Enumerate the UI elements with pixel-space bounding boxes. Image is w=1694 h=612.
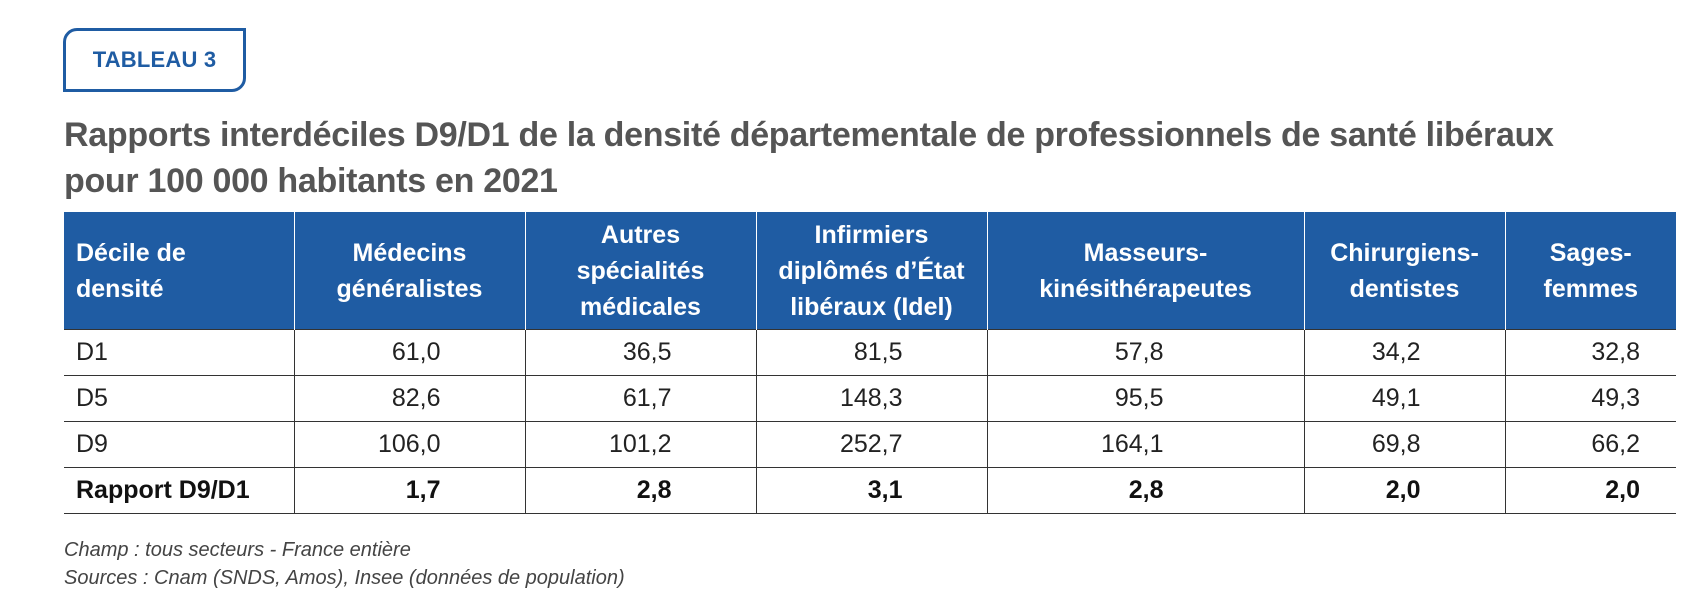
table-cell: 1,7 bbox=[293, 467, 525, 514]
row-label: D9 bbox=[64, 421, 294, 468]
table-cell: 82,6 bbox=[293, 375, 525, 422]
table-cell: 2,0 bbox=[1504, 467, 1676, 514]
note-champ: Champ : tous secteurs - France entière bbox=[64, 539, 411, 561]
table-cell: 148,3 bbox=[755, 375, 987, 422]
table-cell: 36,5 bbox=[524, 329, 756, 376]
table-cell: 252,7 bbox=[755, 421, 987, 468]
table-cell: 57,8 bbox=[986, 329, 1304, 376]
header-medecins-generalistes: Médecins généralistes bbox=[293, 212, 525, 330]
table-row: D1 61,0 36,5 81,5 57,8 34,2 32,8 bbox=[64, 329, 1676, 376]
table-row: D5 82,6 61,7 148,3 95,5 49,1 49,3 bbox=[64, 375, 1676, 422]
table-cell: 49,3 bbox=[1504, 375, 1676, 422]
table-number-badge: TABLEAU 3 bbox=[63, 28, 246, 92]
table-row-total: Rapport D9/D1 1,7 2,8 3,1 2,8 2,0 2,0 bbox=[64, 467, 1676, 514]
table-cell: 61,0 bbox=[293, 329, 525, 376]
row-label: Rapport D9/D1 bbox=[64, 467, 294, 514]
header-masseurs-kinesitherapeutes: Masseurs-kinésithérapeutes bbox=[986, 212, 1304, 330]
table-cell: 2,8 bbox=[524, 467, 756, 514]
table-row: D9 106,0 101,2 252,7 164,1 69,8 66,2 bbox=[64, 421, 1676, 468]
table-cell: 61,7 bbox=[524, 375, 756, 422]
table-cell: 2,8 bbox=[986, 467, 1304, 514]
header-autres-specialites: Autres spécialités médicales bbox=[524, 212, 756, 330]
table-notes: Champ : tous secteurs - France entière S… bbox=[64, 536, 625, 592]
table-title-line-1: Rapports interdéciles D9/D1 de la densit… bbox=[64, 116, 1554, 154]
row-label: D1 bbox=[64, 329, 294, 376]
table-title-line-2: pour 100 000 habitants en 2021 bbox=[64, 162, 558, 200]
header-chirurgiens-dentistes: Chirurgiens-dentistes bbox=[1303, 212, 1505, 330]
table-cell: 49,1 bbox=[1303, 375, 1505, 422]
table-cell: 2,0 bbox=[1303, 467, 1505, 514]
table-cell: 34,2 bbox=[1303, 329, 1505, 376]
table-cell: 69,8 bbox=[1303, 421, 1505, 468]
table-cell: 81,5 bbox=[755, 329, 987, 376]
table-cell: 95,5 bbox=[986, 375, 1304, 422]
table-cell: 101,2 bbox=[524, 421, 756, 468]
note-sources: Sources : Cnam (SNDS, Amos), Insee (donn… bbox=[64, 567, 625, 589]
table-cell: 3,1 bbox=[755, 467, 987, 514]
header-sages-femmes: Sages-femmes bbox=[1504, 212, 1676, 330]
header-decile: Décile de densité bbox=[64, 212, 294, 330]
table-cell: 66,2 bbox=[1504, 421, 1676, 468]
table-cell: 32,8 bbox=[1504, 329, 1676, 376]
table-cell: 106,0 bbox=[293, 421, 525, 468]
table-header-row: Décile de densité Médecins généralistes Au… bbox=[64, 212, 1676, 330]
table-title: Rapports interdéciles D9/D1 de la densit… bbox=[64, 112, 1624, 204]
density-ratio-table: Décile de densité Médecins généralistes Au… bbox=[64, 212, 1676, 514]
row-label: D5 bbox=[64, 375, 294, 422]
header-infirmiers: Infirmiers diplômés d’État libéraux (Idel) bbox=[755, 212, 987, 330]
table-cell: 164,1 bbox=[986, 421, 1304, 468]
